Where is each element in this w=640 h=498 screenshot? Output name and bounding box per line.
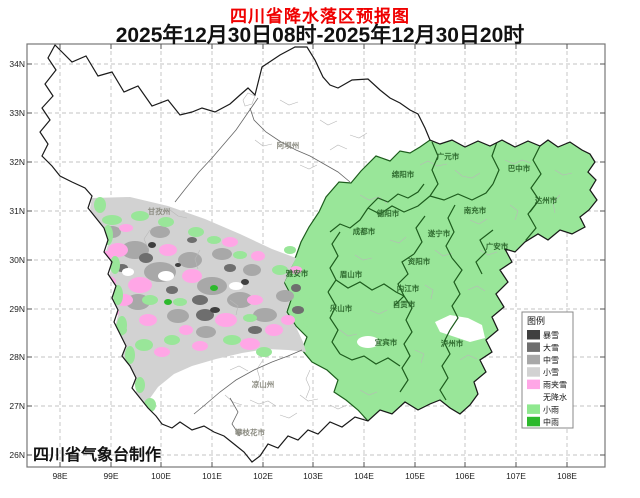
legend-swatch-heavy-snow [527, 342, 540, 352]
legend-label: 无降水 [543, 392, 567, 402]
credit-text: 四川省气象台制作 [33, 445, 161, 464]
legend-label: 中雪 [543, 355, 559, 365]
city-label: 宜宾市 [375, 337, 398, 347]
city-label: 遂宁市 [428, 228, 451, 238]
axis-ticks [27, 44, 605, 467]
city-label: 广安市 [486, 241, 509, 251]
legend-title: 图例 [527, 315, 545, 326]
city-label: 南充市 [464, 205, 487, 215]
legend-swatch-sleet [527, 379, 540, 390]
legend: 图例 暴雪 大雪 中雪 小雪 雨夹雪 无降水 小雨 中雨 [521, 311, 574, 429]
legend-swatch-moderate-rain [527, 416, 540, 427]
lon-tick-label: 107E [506, 471, 526, 481]
prefecture-borders-west [174, 97, 351, 437]
legend-label: 大雪 [543, 342, 559, 352]
city-label: 雅安市 [286, 268, 309, 278]
city-label: 成都市 [353, 226, 376, 236]
lat-tick-label: 29N [9, 304, 25, 314]
lon-tick-label: 105E [405, 471, 425, 481]
city-label: 阿坝州 [277, 140, 300, 150]
lat-tick-label: 32N [9, 157, 25, 167]
city-label: 达州市 [535, 195, 558, 205]
lon-tick-label: 104E [354, 471, 374, 481]
lon-tick-label: 108E [557, 471, 577, 481]
lat-tick-label: 28N [9, 352, 25, 362]
lat-tick-label: 30N [9, 255, 25, 265]
legend-label: 小雨 [543, 405, 559, 414]
lat-tick-label: 34N [9, 59, 25, 69]
county-borders [143, 92, 573, 431]
lon-tick-label: 99E [103, 471, 118, 481]
city-label: 凉山州 [252, 379, 275, 389]
city-label: 攀枝花市 [234, 427, 265, 437]
legend-swatch-light-snow [527, 367, 540, 377]
legend-label: 中雨 [543, 417, 559, 427]
page-title: 四川省降水落区预报图 [230, 7, 410, 26]
lon-tick-label: 101E [202, 471, 222, 481]
legend-swatch-moderate-snow [527, 354, 540, 365]
legend-label: 雨夹雪 [543, 380, 567, 390]
lon-tick-label: 103E [303, 471, 323, 481]
city-label: 绵阳市 [392, 169, 415, 179]
city-label: 泸州市 [441, 338, 464, 348]
city-label: 甘孜州 [148, 206, 171, 216]
lat-tick-label: 31N [9, 206, 25, 216]
lat-axis: 34N 33N 32N 31N 30N 29N 28N 27N 26N [9, 59, 25, 460]
city-label: 德阳市 [377, 208, 400, 218]
lon-tick-label: 100E [151, 471, 171, 481]
lon-axis: 98E 99E 100E 101E 102E 103E 104E 105E 10… [52, 471, 577, 481]
lon-tick-label: 102E [253, 471, 273, 481]
legend-swatch-blizzard [527, 330, 540, 340]
lon-tick-label: 98E [52, 471, 67, 481]
legend-label: 暴雪 [543, 331, 559, 340]
city-label: 内江市 [397, 283, 420, 293]
city-label: 乐山市 [330, 303, 353, 313]
city-label: 眉山市 [340, 269, 363, 279]
province-outline [39, 44, 598, 463]
page-subtitle: 2025年12月30日08时-2025年12月30日20时 [115, 24, 525, 47]
city-labels: 成都市 德阳市 绵阳市 广元市 巴中市 达州市 南充市 遂宁市 广安市 资阳市 … [148, 140, 558, 437]
snow-sleet-band [90, 197, 317, 412]
city-label: 自贡市 [393, 299, 416, 309]
lat-tick-label: 27N [9, 401, 25, 411]
legend-swatch-light-rain [527, 404, 540, 414]
lat-tick-label: 33N [9, 108, 25, 118]
lon-tick-label: 106E [455, 471, 475, 481]
lat-tick-label: 26N [9, 450, 25, 460]
legend-label: 小雪 [543, 368, 559, 377]
city-label: 巴中市 [508, 163, 531, 173]
city-label: 资阳市 [408, 256, 431, 266]
city-label: 广元市 [437, 151, 460, 161]
legend-swatch-no-precip [527, 392, 540, 402]
map-frame [26, 43, 606, 468]
